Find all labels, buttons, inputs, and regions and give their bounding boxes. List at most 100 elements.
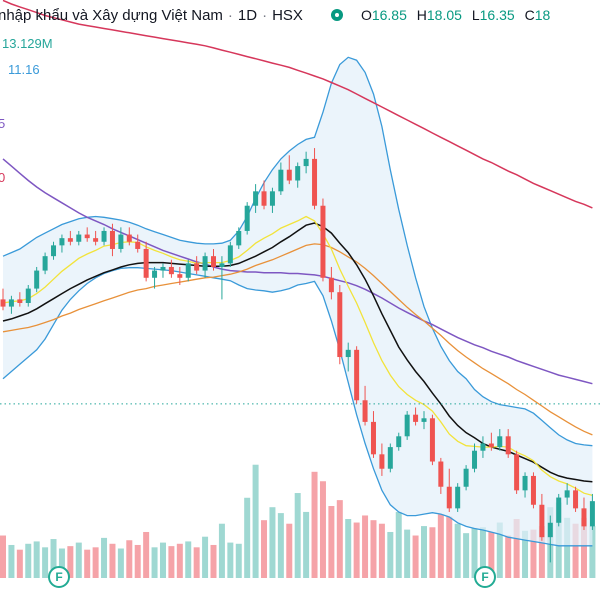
candle-body [118, 234, 124, 249]
candle-body [488, 443, 494, 448]
candle-body [51, 245, 57, 257]
volume-bar [454, 523, 461, 578]
candle-body [8, 299, 14, 307]
low-key: L [471, 7, 480, 23]
volume-bar [336, 500, 343, 578]
candle-body [76, 234, 82, 242]
candle-body [202, 256, 208, 271]
candle-body [472, 450, 478, 469]
candle-body [286, 169, 292, 181]
candle-body [413, 414, 419, 422]
candle-body [530, 475, 536, 505]
volume-legend-value: 13.129M [2, 36, 53, 51]
candle-body [514, 454, 520, 491]
volume-bar [538, 526, 545, 578]
open-value: 16.85 [371, 7, 407, 23]
volume-bar [58, 548, 65, 578]
candle-body [387, 447, 393, 469]
candle-body [101, 230, 107, 242]
volume-bar [16, 549, 23, 578]
candle-body [109, 230, 115, 249]
volume-bar [50, 539, 57, 578]
volume-bar [210, 544, 217, 578]
volume-bar [395, 511, 402, 578]
candle-body [446, 486, 452, 509]
volume-bar [109, 543, 116, 578]
candle-body [463, 468, 469, 487]
event-flag-icon[interactable]: F [474, 566, 496, 588]
volume-bar [505, 535, 512, 578]
candle-body [312, 158, 318, 206]
volume-bar [151, 547, 158, 578]
event-flag-icon[interactable]: F [48, 566, 70, 588]
volume-bar [0, 535, 6, 578]
candle-body [236, 230, 242, 246]
candle-body [573, 490, 579, 509]
separator-dot: · [227, 6, 233, 24]
candle-body [168, 266, 174, 275]
low-value: 16.35 [479, 7, 515, 23]
candle-body [211, 256, 216, 267]
candle-body [17, 299, 23, 303]
volume-bar [479, 527, 486, 578]
volume-bar [101, 537, 108, 578]
candle-body [303, 158, 309, 167]
volume-bar [176, 543, 183, 578]
volume-bar [25, 543, 32, 578]
volume-bar [496, 522, 503, 578]
interval-label[interactable]: 1D [237, 6, 258, 24]
volume-bar [437, 514, 444, 578]
volume-bar [311, 471, 318, 578]
candle-body [345, 349, 351, 358]
candle-body [0, 299, 6, 307]
volume-bar [319, 481, 326, 578]
volume-bar [463, 533, 470, 578]
volume-bar [522, 530, 529, 578]
candle-body [370, 421, 376, 455]
candle-body [354, 349, 360, 401]
volume-bar [159, 542, 166, 578]
ohlc-values: O16.85 H18.05 L16.35 C18 [361, 7, 556, 23]
candle-body [480, 443, 486, 451]
candle-body [67, 238, 73, 242]
open-key: O [360, 7, 372, 23]
volume-bar [378, 523, 385, 578]
candle-body [244, 205, 250, 231]
candle-body [269, 191, 275, 206]
candle-body [135, 241, 141, 249]
volume-bar [572, 523, 579, 578]
candle-body [429, 418, 435, 462]
bollinger-band-fill [3, 57, 593, 546]
volume-bar [589, 526, 596, 578]
volume-bar [328, 506, 335, 578]
visibility-eye-icon[interactable] [330, 9, 343, 21]
candle-body [337, 292, 343, 358]
candle-body [253, 191, 259, 206]
candle-body [25, 288, 31, 303]
volume-bar [269, 507, 276, 578]
candle-body [505, 436, 511, 455]
candle-body [396, 436, 402, 448]
candle-body [455, 486, 461, 509]
volume-bar [530, 529, 537, 578]
candle-body [84, 234, 90, 239]
exchange-label: HSX [272, 6, 303, 24]
candle-body [362, 400, 368, 422]
candle-body [34, 270, 40, 289]
volume-bar [117, 548, 124, 578]
volume-bar [218, 523, 225, 578]
volume-bar [126, 540, 133, 578]
close-key: C [524, 7, 535, 23]
candle-body [589, 501, 595, 527]
volume-bar [168, 546, 175, 578]
symbol-title[interactable]: nhập khẩu và Xây dựng Việt Nam [0, 6, 223, 24]
candle-body [421, 418, 427, 422]
candle-body [185, 263, 191, 278]
candle-body [539, 504, 545, 538]
candle-body [194, 263, 200, 271]
bollinger-upper-line [2, 56, 593, 447]
candle-body [59, 238, 65, 246]
volume-bar [202, 536, 209, 578]
candle-body [564, 490, 570, 498]
